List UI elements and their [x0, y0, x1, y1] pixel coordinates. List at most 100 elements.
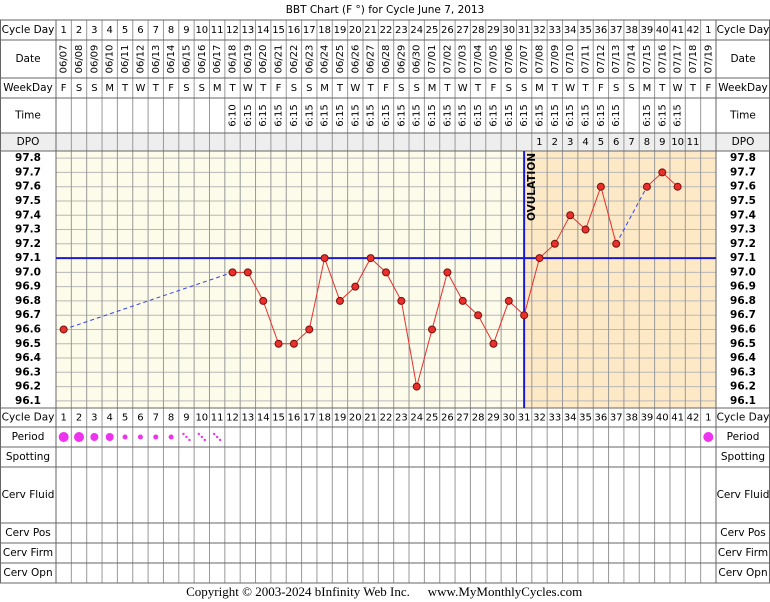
weekday: W	[350, 83, 360, 94]
cycle-day-bottom: 38	[625, 413, 638, 424]
cycle-day-bottom: 5	[122, 413, 128, 424]
weekday: S	[521, 83, 527, 94]
dpo: 8	[644, 137, 650, 148]
temperature-point	[305, 325, 314, 334]
cycle-day-bottom: 34	[564, 413, 577, 424]
row-label-right: Cerv Opn	[718, 567, 767, 579]
dpo: 6	[613, 137, 619, 148]
date: 06/19	[243, 45, 254, 74]
date: 06/26	[350, 45, 361, 74]
time: 6:15	[534, 104, 545, 126]
chart-title: BBT Chart (F °) for Cycle June 7, 2013	[286, 4, 485, 16]
period-dot	[197, 432, 201, 436]
weekday: T	[551, 83, 559, 94]
cycle-day: 27	[456, 25, 469, 36]
gap-connector	[615, 186, 648, 245]
dpo: 7	[628, 137, 634, 148]
weekday: S	[183, 83, 189, 94]
date: 07/02	[442, 45, 453, 74]
date: 07/12	[596, 45, 607, 74]
website: www.MyMonthlyCycles.com	[428, 584, 582, 599]
date: 07/13	[611, 45, 622, 74]
cycle-day: 9	[183, 25, 189, 36]
cycle-day-bottom: 33	[548, 413, 561, 424]
cycle-day: 25	[426, 25, 439, 36]
y-tick-label: 97.4	[15, 209, 41, 221]
weekday: S	[291, 83, 297, 94]
weekday: T	[259, 83, 267, 94]
cycle-day: 6	[137, 25, 143, 36]
cycle-day: 18	[318, 25, 331, 36]
temperature-point	[289, 339, 298, 348]
y-tick-label-right: 97.2	[730, 238, 756, 250]
weekday: M	[428, 83, 437, 94]
row-label-right: Cerv Firm	[718, 547, 768, 559]
time: 6:15	[565, 104, 576, 126]
temperature-point	[243, 268, 252, 277]
weekday: F	[168, 83, 174, 94]
cycle-day-bottom: 7	[153, 413, 159, 424]
period-dot	[212, 432, 216, 436]
time: 6:15	[550, 104, 561, 126]
time: 6:15	[611, 104, 622, 126]
period-dot	[200, 435, 204, 439]
cycle-day-bottom: 1	[705, 413, 711, 424]
cycle-day: 13	[241, 25, 254, 36]
cycle-day: 2	[76, 25, 82, 36]
gap-connector	[63, 271, 233, 330]
cycle-day: 40	[656, 25, 669, 36]
period-dot	[218, 438, 222, 442]
period-dot	[188, 438, 191, 442]
temperature-point	[520, 311, 529, 320]
cycle-day-bottom: 14	[257, 413, 270, 424]
period-mark	[703, 432, 714, 442]
date: 06/21	[274, 45, 285, 74]
dpo: 3	[567, 137, 573, 148]
temperature-point	[320, 254, 329, 263]
time: 6:15	[427, 104, 438, 126]
row-label: Cycle Day	[2, 24, 55, 36]
weekday: T	[121, 83, 129, 94]
temperature-point	[335, 296, 344, 305]
date: 06/30	[412, 45, 423, 74]
date: 07/10	[565, 45, 576, 74]
cycle-day-bottom: 9	[183, 413, 189, 424]
date: 06/07	[59, 45, 70, 74]
cycle-day: 8	[168, 25, 174, 36]
temperature-point	[412, 382, 421, 391]
weekday: T	[152, 83, 160, 94]
weekday: T	[658, 83, 666, 94]
temperature-point	[274, 339, 283, 348]
cycle-day: 24	[410, 25, 423, 36]
row-label: Cerv Opn	[3, 567, 52, 579]
dpo: 5	[598, 137, 604, 148]
cycle-day: 11	[211, 25, 224, 36]
row-label-right: DPO	[732, 136, 755, 148]
time: 6:15	[350, 104, 361, 126]
y-tick-label: 97.5	[15, 195, 41, 207]
y-tick-label: 97.0	[15, 266, 41, 278]
row-label-right: Cerv Pos	[720, 527, 766, 539]
cycle-day: 37	[610, 25, 623, 36]
cycle-day: 38	[625, 25, 638, 36]
cycle-day-bottom: 21	[364, 413, 377, 424]
y-tick-label-right: 97.4	[730, 209, 756, 221]
row-label: Period	[12, 431, 45, 443]
weekday: W	[673, 83, 683, 94]
temperature-point	[428, 325, 437, 334]
temperature-point	[259, 296, 268, 305]
cycle-day-bottom: 36	[595, 413, 608, 424]
weekday: S	[76, 83, 82, 94]
cycle-day: 42	[687, 25, 700, 36]
y-tick-label-right: 97.5	[730, 195, 756, 207]
weekday: T	[581, 83, 589, 94]
row-label: WeekDay	[3, 82, 53, 94]
period-mark	[105, 433, 114, 441]
cycle-day-bottom: 29	[487, 413, 500, 424]
period-dot	[182, 432, 185, 436]
cycle-day: 1	[705, 25, 711, 36]
date: 07/06	[504, 45, 515, 74]
time: 6:15	[458, 104, 469, 126]
row-label: DPO	[17, 136, 40, 148]
cycle-day: 26	[441, 25, 454, 36]
